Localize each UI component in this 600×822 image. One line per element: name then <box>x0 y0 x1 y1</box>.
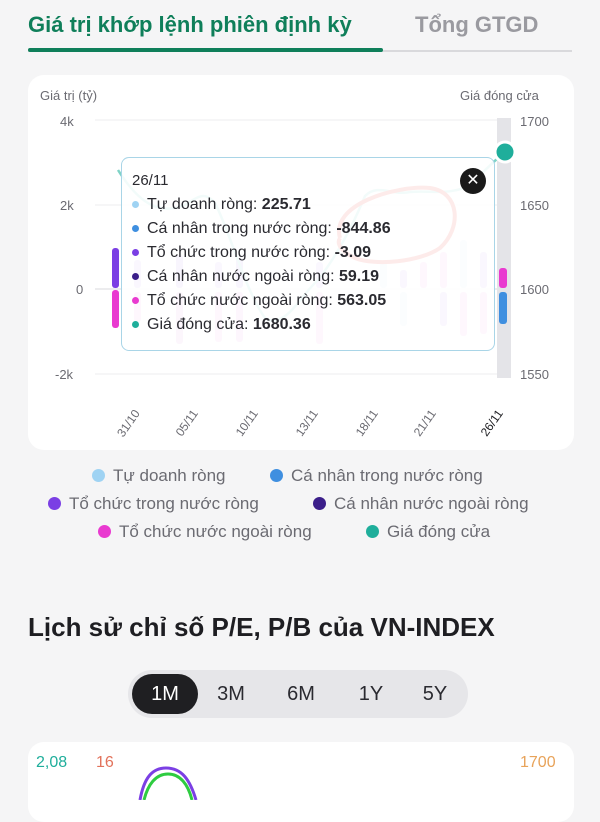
tooltip-row: Tổ chức nước ngoài ròng: 563.05 <box>132 292 386 310</box>
left-tick: 4k <box>60 114 74 129</box>
tooltip-label: Tổ chức trong nước ròng: <box>147 244 331 261</box>
tooltip-label: Tự doanh ròng: <box>147 196 258 213</box>
legend-dot-icon <box>313 497 326 510</box>
right-tick: 1600 <box>520 282 549 297</box>
tab-total-trading-value[interactable]: Tổng GTGD <box>415 12 539 37</box>
legend-dot-icon <box>132 273 139 281</box>
tooltip-value: 225.71 <box>261 196 311 213</box>
close-icon[interactable]: ✕ <box>460 168 486 194</box>
tooltip-value: -844.86 <box>336 220 391 237</box>
section-title: Lịch sử chỉ số P/E, P/B của VN-INDEX <box>28 612 495 642</box>
legend-dot-icon <box>48 497 61 510</box>
bar-segment <box>499 292 507 324</box>
tooltip-value: 1680.36 <box>252 316 311 333</box>
bar-segment <box>499 268 507 288</box>
period-1y-button[interactable]: 1Y <box>358 683 384 705</box>
legend-dot-icon <box>98 525 111 538</box>
tab-periodic-matching-value[interactable]: Giá trị khớp lệnh phiên định kỳ <box>28 12 352 37</box>
bar-segment <box>112 248 119 288</box>
legend-label: Tổ chức trong nước ròng <box>69 494 259 513</box>
legend-dot-icon <box>132 225 139 233</box>
tooltip-row: Cá nhân trong nước ròng: -844.86 <box>132 220 391 238</box>
pe-pb-lines <box>138 766 198 800</box>
legend-item[interactable]: Giá đóng cửa <box>366 522 490 542</box>
legend-dot-icon <box>366 525 379 538</box>
active-tab-indicator <box>28 48 383 52</box>
legend-label: Tổ chức nước ngoài ròng <box>119 522 312 541</box>
tooltip-value: -3.09 <box>334 244 372 261</box>
tooltip-date: 26/11 <box>132 172 169 189</box>
legend-dot-icon <box>270 469 283 482</box>
period-6m-button[interactable]: 6M <box>287 683 315 705</box>
tooltip-row: Cá nhân nước ngoài ròng: 59.19 <box>132 268 379 286</box>
price-axis-label: 1700 <box>520 754 556 771</box>
pb-axis-label: 2,08 <box>36 754 68 771</box>
legend-dot-icon <box>132 321 139 329</box>
legend-dot-icon <box>132 201 139 209</box>
tooltip-row: Giá đóng cửa: 1680.36 <box>132 316 311 334</box>
tab-bar: Giá trị khớp lệnh phiên định kỳ Tổng GTG… <box>0 0 600 56</box>
left-tick: 0 <box>76 282 84 297</box>
period-5y-button[interactable]: 5Y <box>422 683 448 705</box>
legend-label: Cá nhân trong nước ròng <box>291 466 483 485</box>
period-1m-button[interactable]: 1M <box>132 674 198 714</box>
legend-item[interactable]: Cá nhân trong nước ròng <box>270 466 483 486</box>
tooltip-label: Tổ chức nước ngoài ròng: <box>147 292 333 309</box>
legend-item[interactable]: Tổ chức nước ngoài ròng <box>98 522 312 542</box>
legend-item[interactable]: Tự doanh ròng <box>92 466 226 486</box>
right-axis-title: Giá đóng cửa <box>460 88 539 103</box>
data-tooltip: 26/11 Tự doanh ròng: 225.71 Cá nhân tron… <box>121 157 495 351</box>
right-tick: 1650 <box>520 198 549 213</box>
tooltip-label: Cá nhân trong nước ròng: <box>147 220 332 237</box>
left-tick: 2k <box>60 198 74 213</box>
legend-item[interactable]: Tổ chức trong nước ròng <box>48 494 259 514</box>
tooltip-value: 563.05 <box>337 292 387 309</box>
tooltip-row: Tự doanh ròng: 225.71 <box>132 196 311 214</box>
tooltip-label: Giá đóng cửa: <box>147 316 249 333</box>
tooltip-row: Tổ chức trong nước ròng: -3.09 <box>132 244 371 262</box>
selected-price-point[interactable] <box>493 140 517 164</box>
pb-line <box>142 772 194 800</box>
legend-dot-icon <box>132 249 139 257</box>
legend-dot-icon <box>92 469 105 482</box>
legend-item[interactable]: Cá nhân nước ngoài ròng <box>313 494 529 514</box>
legend-label: Giá đóng cửa <box>387 522 491 541</box>
legend-dot-icon <box>132 297 139 305</box>
pe-line <box>138 766 198 800</box>
legend-label: Cá nhân nước ngoài ròng <box>334 494 529 513</box>
period-selector: 1M 3M 6M 1Y 5Y <box>128 670 468 718</box>
left-tick: -2k <box>55 367 74 382</box>
bar-segment <box>112 290 119 328</box>
period-3m-button[interactable]: 3M <box>217 683 245 705</box>
legend-label: Tự doanh ròng <box>113 466 226 485</box>
tooltip-label: Cá nhân nước ngoài ròng: <box>147 268 335 285</box>
right-tick: 1550 <box>520 367 549 382</box>
tooltip-value: 59.19 <box>339 268 380 285</box>
pe-axis-label: 16 <box>96 754 114 771</box>
right-tick: 1700 <box>520 114 549 129</box>
left-axis-title: Giá trị (tỷ) <box>40 88 98 103</box>
